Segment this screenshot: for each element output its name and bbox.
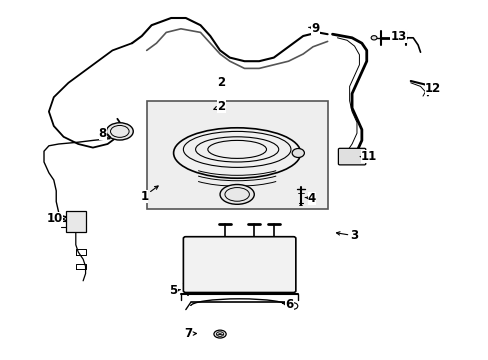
Text: 2: 2 (213, 100, 225, 113)
Text: 5: 5 (169, 284, 180, 297)
Text: 13: 13 (389, 30, 406, 43)
Ellipse shape (106, 123, 133, 140)
Text: 1: 1 (140, 186, 158, 203)
Text: 7: 7 (184, 327, 196, 340)
Bar (66, 211, 85, 232)
Ellipse shape (214, 330, 226, 338)
Text: 9: 9 (308, 22, 319, 35)
Text: 4: 4 (305, 192, 315, 204)
Ellipse shape (173, 128, 300, 178)
Text: 3: 3 (336, 229, 358, 242)
Text: 10: 10 (46, 212, 66, 225)
Ellipse shape (370, 36, 376, 40)
Text: 6: 6 (282, 298, 293, 311)
Text: 11: 11 (360, 150, 377, 163)
FancyBboxPatch shape (183, 237, 295, 292)
Text: 2: 2 (217, 76, 225, 89)
Text: 8: 8 (99, 127, 110, 140)
FancyBboxPatch shape (338, 148, 365, 165)
Ellipse shape (291, 149, 304, 158)
Bar (146, 101, 327, 209)
Text: 12: 12 (424, 82, 440, 95)
Ellipse shape (220, 184, 254, 204)
